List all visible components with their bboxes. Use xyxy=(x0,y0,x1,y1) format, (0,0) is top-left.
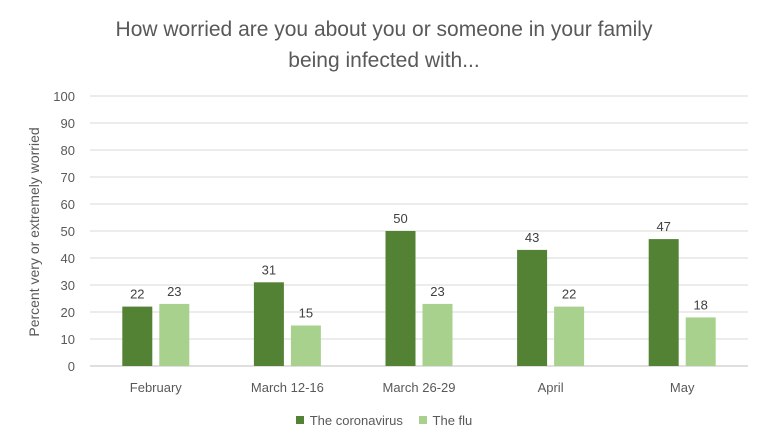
x-tick-label-3: April xyxy=(538,380,564,395)
legend-swatch-flu xyxy=(418,416,427,424)
bar-1-1 xyxy=(290,325,321,366)
bar-1-3 xyxy=(554,306,585,366)
data-label-1-1: 15 xyxy=(299,306,313,321)
data-label-0-2: 50 xyxy=(393,211,407,226)
y-axis-ticks: 0 10 20 30 40 50 60 70 80 90 100 xyxy=(53,89,75,374)
legend-item-coronavirus: The coronavirus xyxy=(295,412,403,428)
y-tick-label-60: 60 xyxy=(61,197,75,212)
bar-0-4 xyxy=(648,239,679,366)
y-tick-label-90: 90 xyxy=(61,116,75,131)
bar-0-0 xyxy=(122,306,153,366)
legend-label-flu: The flu xyxy=(432,412,473,428)
bar-0-2 xyxy=(385,231,416,366)
legend: The coronavirus The flu xyxy=(0,412,768,428)
bar-0-3 xyxy=(517,249,548,366)
data-label-1-3: 22 xyxy=(562,287,576,302)
data-label-0-3: 43 xyxy=(525,230,539,245)
y-tick-label-20: 20 xyxy=(61,305,75,320)
y-tick-label-70: 70 xyxy=(61,170,75,185)
x-axis-ticks: February March 12-16 March 26-29 April May xyxy=(130,380,695,395)
chart-title-line-1: How worried are you about you or someone… xyxy=(115,18,653,41)
data-label-0-4: 47 xyxy=(656,219,670,234)
y-tick-label-40: 40 xyxy=(61,251,75,266)
y-tick-label-100: 100 xyxy=(53,89,75,104)
data-label-0-1: 31 xyxy=(262,262,276,277)
y-tick-label-0: 0 xyxy=(68,359,75,374)
y-tick-label-80: 80 xyxy=(61,143,75,158)
bar-0-1 xyxy=(253,282,284,366)
legend-swatch-coronavirus xyxy=(295,416,304,424)
bars xyxy=(122,231,716,366)
bar-1-2 xyxy=(422,303,453,366)
x-tick-label-2: March 26-29 xyxy=(383,380,456,395)
x-tick-label-4: May xyxy=(670,380,695,395)
data-label-1-4: 18 xyxy=(693,297,707,312)
y-tick-label-50: 50 xyxy=(61,224,75,239)
chart-title: How worried are you about you or someone… xyxy=(0,14,768,76)
y-axis-label: Percent very or extremely worried xyxy=(26,127,42,336)
data-label-1-2: 23 xyxy=(430,284,444,299)
data-label-1-0: 23 xyxy=(167,284,181,299)
y-tick-label-30: 30 xyxy=(61,278,75,293)
chart-title-line-2: being infected with... xyxy=(288,49,480,72)
x-tick-label-0: February xyxy=(130,380,183,395)
data-labels: 22 23 31 15 50 23 43 22 47 18 xyxy=(130,211,708,321)
bar-1-4 xyxy=(685,317,716,366)
legend-item-flu: The flu xyxy=(418,412,473,428)
x-tick-label-1: March 12-16 xyxy=(251,380,324,395)
bar-1-0 xyxy=(159,303,190,366)
gridlines xyxy=(90,95,748,367)
legend-label-coronavirus: The coronavirus xyxy=(309,412,403,428)
y-tick-label-10: 10 xyxy=(61,332,75,347)
data-label-0-0: 22 xyxy=(130,287,144,302)
